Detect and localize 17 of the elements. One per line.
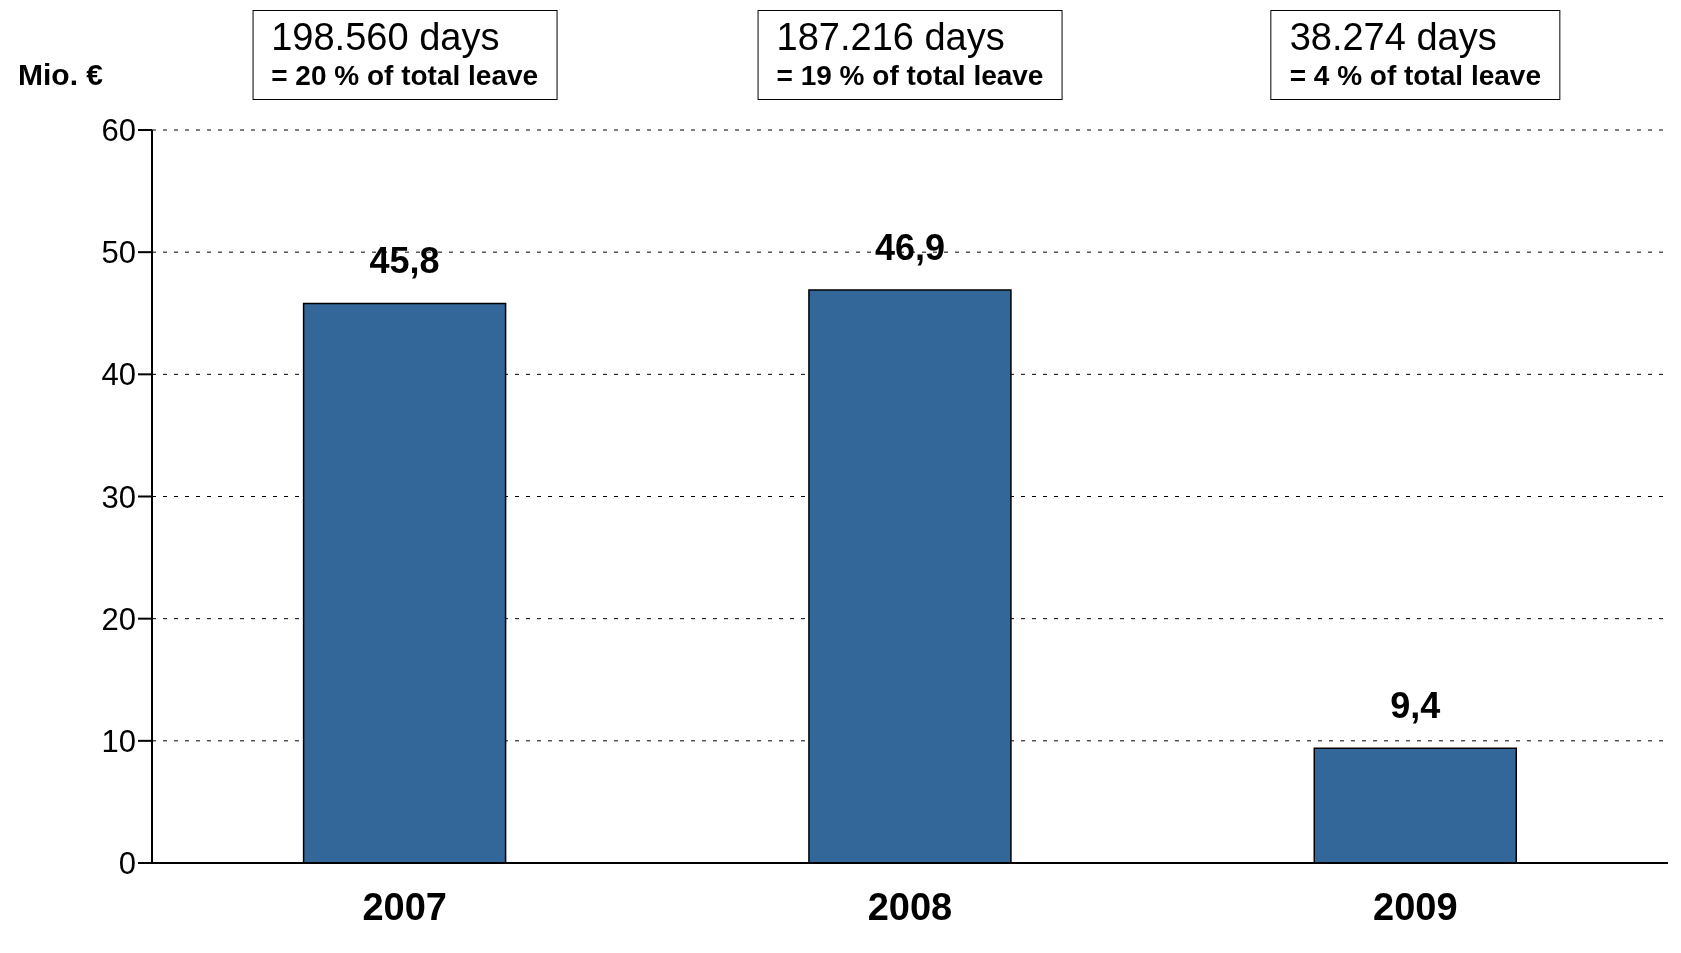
text: 38.274 days = 4 % of total leave <box>1289 15 1541 93</box>
y-tick-label: 40 <box>101 357 136 393</box>
y-tick-label: 60 <box>101 113 136 149</box>
x-tick-label: 2009 <box>1373 885 1458 928</box>
data-label: 45,8 <box>369 240 440 282</box>
data-label: 9,4 <box>1390 685 1441 727</box>
y-tick-label: 50 <box>101 235 136 271</box>
x-tick-label: 2007 <box>362 885 447 928</box>
y-tick-label: 0 <box>118 846 136 882</box>
y-axis-title: Mio. € <box>18 58 104 92</box>
data-label: 46,9 <box>874 227 945 269</box>
y-tick-label: 20 <box>101 601 136 637</box>
y-tick-label: 10 <box>101 723 136 759</box>
x-tick-label: 2008 <box>867 885 953 928</box>
text: 187.216 days = 19 % of total leave <box>776 15 1044 93</box>
y-tick-label: 30 <box>101 479 136 515</box>
text: 198.560 days = 20 % of total leave <box>271 15 539 93</box>
